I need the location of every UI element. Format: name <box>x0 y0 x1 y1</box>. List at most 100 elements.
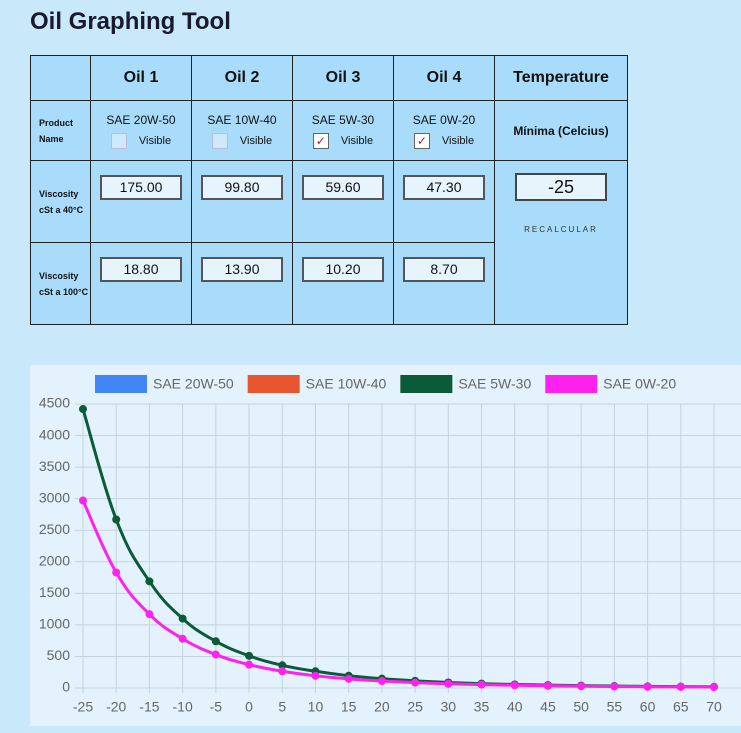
legend-swatch <box>247 375 300 393</box>
x-tick-label: 45 <box>540 699 556 715</box>
data-point <box>278 667 287 676</box>
data-point <box>344 674 353 683</box>
row-label: Viscosity cSt a 100°C <box>30 242 91 325</box>
x-tick-label: -10 <box>173 699 193 715</box>
y-tick-label: 3000 <box>39 489 70 505</box>
col-head: Oil 2 <box>191 55 293 101</box>
visible-label: Visible <box>239 134 273 147</box>
data-point <box>145 610 154 619</box>
data-point <box>278 661 287 670</box>
data-point <box>145 577 154 586</box>
data-point <box>411 678 420 687</box>
data-point <box>710 683 718 692</box>
visible-checkbox[interactable] <box>211 132 228 149</box>
v40-input[interactable]: 175.00 <box>100 175 182 200</box>
visible-checkbox[interactable]: ✓ <box>312 132 329 149</box>
legend-swatch <box>400 375 453 393</box>
data-point <box>178 634 187 643</box>
y-tick-label: 3500 <box>39 458 70 474</box>
data-point <box>79 496 87 505</box>
visible-row: Visible <box>91 132 191 149</box>
data-point <box>643 682 652 691</box>
v100-cell: 18.80 <box>90 242 192 325</box>
product-name: SAE 5W-30 <box>311 112 375 127</box>
x-tick-label: 50 <box>573 699 589 715</box>
legend-label[interactable]: SAE 0W-20 <box>603 376 676 392</box>
x-tick-label: 20 <box>374 699 390 715</box>
visible-row: ✓ Visible <box>293 132 393 149</box>
v100-cell: 8.70 <box>393 242 495 325</box>
legend-label[interactable]: SAE 10W-40 <box>306 376 387 392</box>
data-point <box>178 614 187 623</box>
v100-input[interactable]: 10.20 <box>302 257 384 282</box>
data-point <box>610 682 619 691</box>
v40-cell: 99.80 <box>191 160 293 243</box>
data-point <box>112 568 121 577</box>
data-point <box>377 677 386 686</box>
v100-input[interactable]: 13.90 <box>201 257 283 282</box>
v100-cell: 13.90 <box>191 242 293 325</box>
legend-swatch <box>95 375 147 393</box>
temp-label: Mínima (Celcius) <box>494 100 628 161</box>
product-name: SAE 20W-50 <box>106 112 176 127</box>
x-tick-label: 10 <box>308 699 324 715</box>
y-tick-label: 500 <box>47 647 71 663</box>
x-tick-label: -5 <box>210 699 223 715</box>
product-name: SAE 0W-20 <box>412 112 476 127</box>
x-tick-label: 5 <box>278 699 286 715</box>
legend-swatch <box>545 375 598 393</box>
oil-table: Oil 1 Oil 2 Oil 3 Oil 4 Temperature Prod… <box>30 55 628 325</box>
data-point <box>245 651 254 660</box>
v100-input[interactable]: 18.80 <box>100 257 182 282</box>
product-cell: SAE 20W-50 Visible <box>90 100 192 161</box>
visible-label: Visible <box>441 134 475 147</box>
x-tick-label: 70 <box>706 699 722 715</box>
legend-label[interactable]: SAE 5W-30 <box>458 376 531 392</box>
v40-cell: 59.60 <box>292 160 394 243</box>
y-tick-label: 2000 <box>39 552 70 568</box>
chart-panel <box>30 365 741 726</box>
temp-cell: -25 RECALCULAR <box>494 160 628 325</box>
x-tick-label: 55 <box>607 699 623 715</box>
product-cell: SAE 0W-20 ✓ Visible <box>393 100 495 161</box>
visible-checkbox[interactable]: ✓ <box>413 132 430 149</box>
v100-input[interactable]: 8.70 <box>403 257 485 282</box>
data-point <box>311 671 320 680</box>
x-tick-label: 30 <box>441 699 457 715</box>
v40-cell: 175.00 <box>90 160 192 243</box>
x-tick-label: 65 <box>673 699 689 715</box>
visible-label: Visible <box>138 134 172 147</box>
corner <box>30 55 91 101</box>
x-tick-label: -15 <box>139 699 159 715</box>
y-tick-label: 1000 <box>39 616 70 632</box>
v40-input[interactable]: 99.80 <box>201 175 283 200</box>
v40-input[interactable]: 47.30 <box>403 175 485 200</box>
x-tick-label: 0 <box>245 699 253 715</box>
data-point <box>211 650 220 659</box>
page-title: Oil Graphing Tool <box>30 8 231 35</box>
visible-row: ✓ Visible <box>394 132 494 149</box>
x-tick-label: 60 <box>640 699 656 715</box>
x-tick-label: 40 <box>507 699 523 715</box>
legend-label[interactable]: SAE 20W-50 <box>153 376 234 392</box>
product-name: SAE 10W-40 <box>207 112 277 127</box>
recalc-button[interactable]: RECALCULAR <box>524 225 598 234</box>
y-tick-label: 4000 <box>39 426 70 442</box>
temp-input[interactable]: -25 <box>515 173 607 201</box>
y-tick-label: 4500 <box>39 395 70 411</box>
data-point <box>543 681 552 690</box>
col-head: Temperature <box>494 55 628 101</box>
v40-input[interactable]: 59.60 <box>302 175 384 200</box>
data-point <box>211 637 220 646</box>
x-tick-label: -20 <box>106 699 126 715</box>
row-label: Viscosity cSt a 40°C <box>30 160 91 243</box>
product-cell: SAE 5W-30 ✓ Visible <box>292 100 394 161</box>
data-point <box>79 405 87 414</box>
visible-row: Visible <box>192 132 292 149</box>
x-tick-label: 25 <box>407 699 423 715</box>
x-tick-label: 15 <box>341 699 357 715</box>
data-point <box>510 681 519 690</box>
visible-checkbox[interactable] <box>110 132 127 149</box>
